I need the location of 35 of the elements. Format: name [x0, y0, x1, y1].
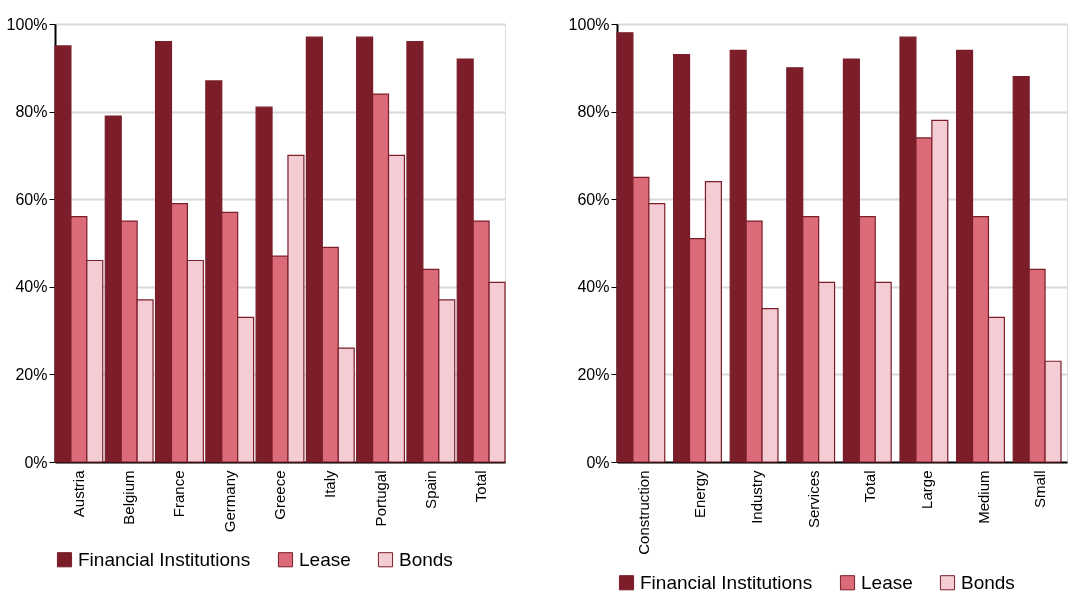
x-tick-label: Total	[861, 470, 879, 503]
legend-label: Bonds	[961, 571, 1015, 593]
x-tick-label: France	[170, 470, 188, 518]
x-tick-label: Germany	[220, 470, 238, 533]
y-tick-label: 40%	[15, 278, 48, 296]
x-tick-label: Austria	[69, 469, 87, 518]
legend-label: Financial Institutions	[78, 548, 251, 570]
x-tick-label: Energy	[691, 470, 709, 519]
x-tick-label: Services	[804, 470, 822, 529]
x-tick-label: Industry	[748, 470, 766, 524]
y-tick-label: 100%	[568, 15, 610, 33]
y-tick-label: 0%	[24, 453, 48, 471]
x-tick-label: Italy	[321, 470, 339, 499]
legend-label: Lease	[299, 548, 351, 570]
x-tick-label: Spain	[421, 470, 439, 509]
y-tick-label: 20%	[15, 365, 48, 383]
y-tick-label: 0%	[586, 453, 610, 471]
x-tick-label: Medium	[974, 470, 992, 524]
legend-label: Bonds	[399, 548, 453, 570]
y-tick-label: 100%	[6, 15, 48, 33]
legend-label: Financial Institutions	[640, 571, 813, 593]
legend-label: Lease	[861, 571, 913, 593]
y-tick-label: 40%	[577, 278, 610, 296]
x-tick-label: Portugal	[371, 470, 389, 527]
y-tick-label: 60%	[577, 190, 610, 208]
y-tick-label: 20%	[577, 365, 610, 383]
x-tick-label: Construction	[634, 470, 652, 555]
y-tick-label: 60%	[15, 190, 48, 208]
y-tick-label: 80%	[577, 103, 610, 121]
x-tick-label: Greece	[271, 470, 288, 520]
x-tick-label: Small	[1031, 470, 1049, 509]
x-tick-label: Large	[917, 470, 935, 509]
x-tick-label: Belgium	[120, 470, 138, 525]
y-tick-label: 80%	[15, 103, 48, 121]
x-tick-label: Total	[472, 470, 490, 503]
